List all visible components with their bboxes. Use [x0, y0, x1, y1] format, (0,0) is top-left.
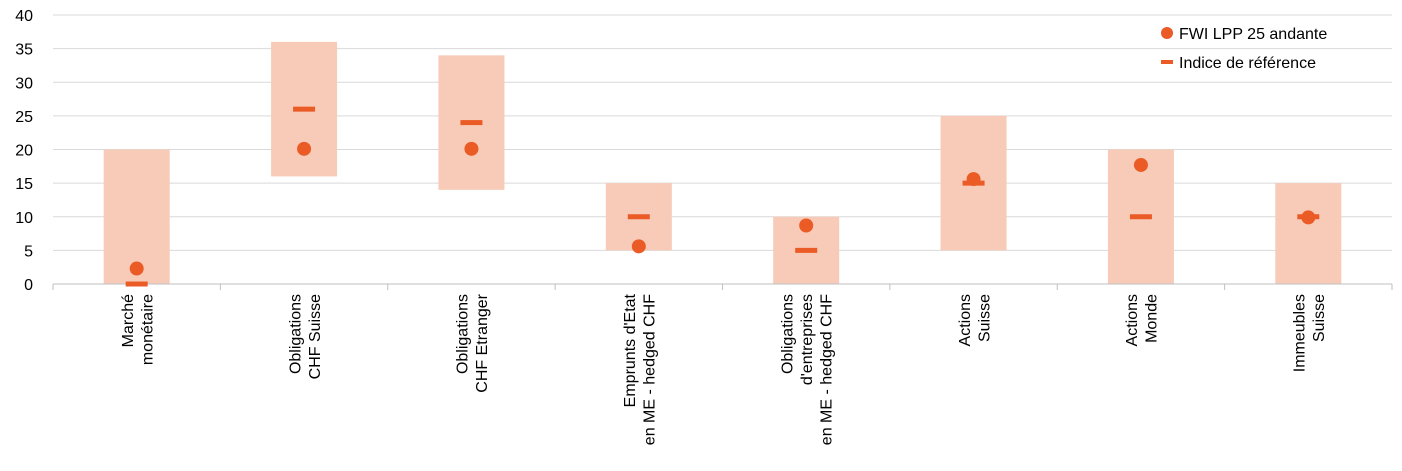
category-label: Emprunts d'Etat en ME - hedged CHF: [622, 293, 659, 445]
range-bars: [103, 41, 1342, 284]
category-label-line: en ME - hedged CHF: [642, 294, 659, 445]
benchmark-dash: [795, 247, 818, 253]
fund-dot: [129, 261, 144, 276]
category-label: Marché monétaire: [120, 294, 157, 365]
fund-dot: [464, 141, 479, 156]
y-tick-label: 0: [24, 277, 33, 294]
category-label: Obligations CHF Etranger: [455, 293, 492, 392]
category-label: Actions Suisse: [957, 294, 994, 347]
fund-dot: [297, 141, 312, 156]
range-bar: [1275, 183, 1342, 284]
grid: [53, 14, 1392, 251]
category-label-line: Actions: [957, 294, 974, 346]
y-tick-label: 40: [15, 8, 33, 25]
category-label-line: Suisse: [976, 294, 993, 342]
benchmark-dash: [627, 214, 650, 220]
category-label-line: CHF Suisse: [307, 294, 324, 379]
category-label-line: en ME - hedged CHF: [819, 294, 836, 445]
y-tick-label: 25: [15, 109, 33, 126]
category-label: Obligations d'entreprises en ME - hedged C…: [780, 294, 836, 445]
y-tick-label: 15: [15, 176, 33, 193]
category-label-line: Immeubles: [1292, 294, 1309, 372]
legend-dot-icon: [1161, 27, 1173, 39]
fund-dot: [1301, 210, 1316, 225]
category-label-line: d'entreprises: [799, 294, 816, 385]
category-labels: Marché monétaire Obligations CHF Suisse Obli…: [120, 293, 1328, 445]
benchmark-dash: [460, 120, 483, 126]
category-label-line: Actions: [1124, 294, 1141, 346]
legend: FWI LPP 25 andante Indice de référence: [1161, 26, 1327, 72]
fund-dot: [966, 172, 981, 187]
category-label-line: Obligations: [287, 294, 304, 374]
fund-markers: [129, 141, 1316, 276]
category-label: Actions Monde: [1124, 294, 1161, 347]
category-label: Obligations CHF Suisse: [287, 294, 324, 379]
fund-dot: [799, 218, 814, 233]
y-tick-labels: 0 5 10 15 20 25 30 35 40: [15, 8, 33, 294]
y-tick-label: 30: [15, 75, 33, 92]
legend-label-fund: FWI LPP 25 andante: [1179, 26, 1327, 43]
category-label-line: CHF Etranger: [474, 293, 491, 392]
y-tick-label: 5: [24, 243, 33, 260]
category-label-line: Monde: [1144, 294, 1161, 343]
benchmark-dash: [293, 106, 316, 112]
category-label-line: Obligations: [780, 294, 797, 374]
category-label-line: Emprunts d'Etat: [622, 293, 639, 407]
y-tick-label: 20: [15, 143, 33, 160]
category-label-line: monétaire: [139, 294, 156, 365]
fund-dot: [1133, 157, 1148, 172]
legend-dash-icon: [1161, 60, 1173, 64]
benchmark-dash: [1129, 214, 1152, 220]
category-label-line: Suisse: [1311, 294, 1328, 342]
category-label: Immeubles Suisse: [1292, 294, 1329, 372]
y-tick-label: 35: [15, 42, 33, 59]
category-label-line: Marché: [120, 294, 137, 347]
fund-dot: [631, 239, 646, 254]
y-tick-label: 10: [15, 210, 33, 227]
category-label-line: Obligations: [455, 294, 472, 374]
benchmark-dash: [125, 281, 148, 287]
legend-label-benchmark: Indice de référence: [1179, 55, 1316, 72]
x-axis: [52, 283, 1393, 290]
